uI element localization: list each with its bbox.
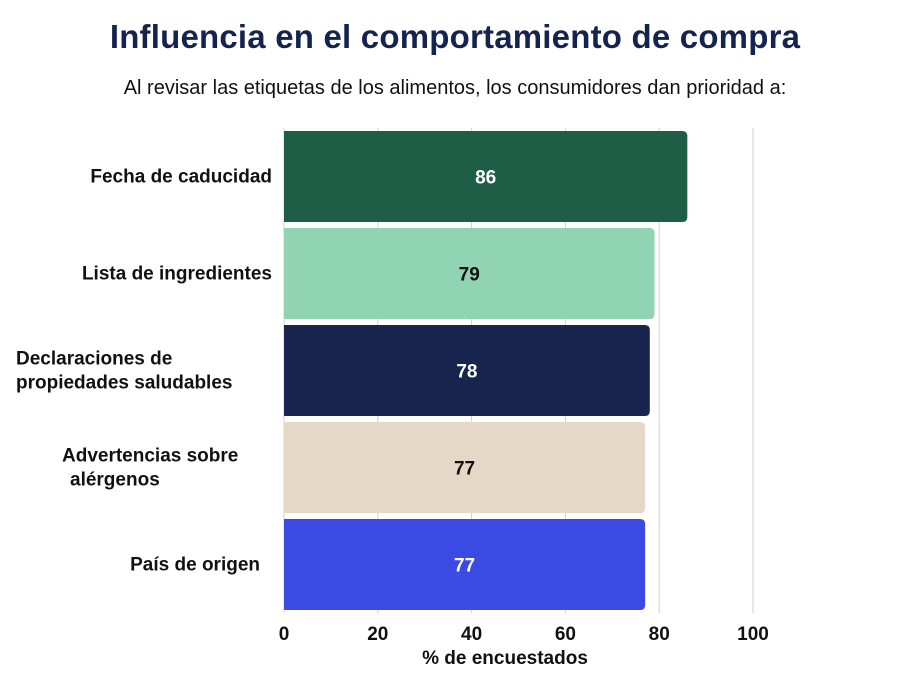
x-tick-label: 60	[555, 624, 576, 645]
bar	[284, 519, 646, 610]
x-tick-label: 20	[367, 624, 388, 645]
bar	[284, 325, 650, 416]
x-tick-label: 80	[649, 624, 670, 645]
category-label: Advertencias sobre alérgenos	[62, 446, 238, 491]
bar-value-label: 86	[475, 168, 496, 189]
category-label: Declaraciones de propiedades saludables	[16, 349, 232, 394]
bars: 86 79 78 77 77	[284, 131, 688, 610]
x-tick-label: 40	[461, 624, 482, 645]
bar-value-label: 79	[459, 265, 480, 286]
chart-title: Influencia en el comportamiento de compr…	[109, 18, 801, 55]
category-label: Lista de ingredientes	[82, 264, 272, 285]
chart-subtitle: Al revisar las etiquetas de los alimento…	[123, 77, 787, 99]
bar-value-label: 78	[456, 362, 477, 383]
x-tick-labels: 0 20 40 60 80 100	[279, 624, 769, 645]
category-labels: Fecha de caducidad Lista de ingredientes D…	[16, 167, 272, 576]
category-label: País de origen	[130, 555, 260, 576]
category-label: Fecha de caducidad	[90, 167, 272, 188]
bar	[284, 131, 688, 222]
x-axis-title: % de encuestados	[422, 648, 588, 669]
x-tick-label: 100	[737, 624, 769, 645]
x-tick-label: 0	[279, 624, 290, 645]
bar-value-label: 77	[454, 556, 475, 577]
bar-value-label: 77	[454, 459, 475, 480]
bar	[284, 422, 646, 513]
bar	[284, 228, 655, 319]
